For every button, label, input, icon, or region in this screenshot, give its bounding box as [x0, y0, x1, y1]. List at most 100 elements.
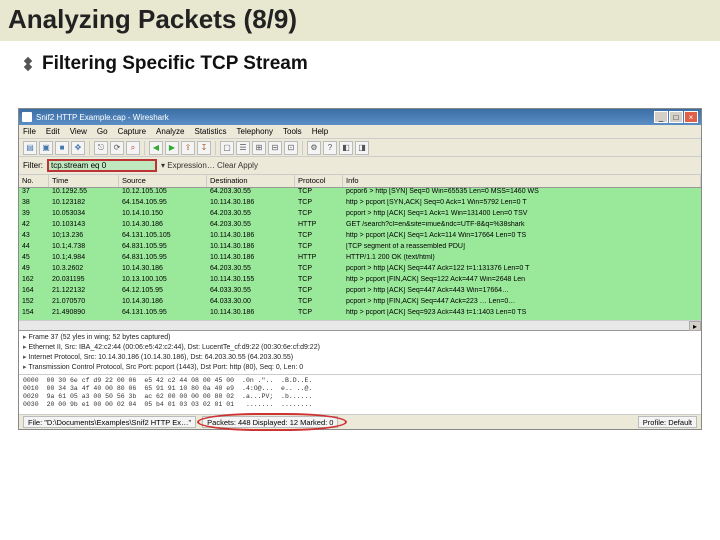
packet-list[interactable]: 3710.1292.5510.12.105.10564.203.30.55TCP… — [19, 188, 701, 320]
packet-cell: 10.114.30.186 — [207, 232, 295, 243]
packet-list-header: No. Time Source Destination Protocol Inf… — [19, 175, 701, 188]
packet-row[interactable]: 3810.12318264.154.105.9510.114.30.186TCP… — [19, 199, 701, 210]
menu-file[interactable]: File — [23, 127, 36, 136]
packet-row[interactable]: 4410.1;4.73864.831.105.9510.114.30.186TC… — [19, 243, 701, 254]
packet-cell: 10.14.30.186 — [119, 298, 207, 309]
tb-icon-18[interactable]: ◧ — [339, 141, 353, 155]
menu-tools[interactable]: Tools — [283, 127, 302, 136]
packet-row[interactable]: 4510.1;4.98464.831.105.9510.114.30.186HT… — [19, 254, 701, 265]
packet-cell: GET /search?cl=en&site=imue&ndc=UTF-8&q=… — [343, 221, 701, 232]
slide-subtitle: Filtering Specific TCP Stream — [42, 53, 308, 75]
toolbar-separator — [144, 141, 145, 155]
menu-capture[interactable]: Capture — [118, 127, 146, 136]
tb-icon-15[interactable]: ⊡ — [284, 141, 298, 155]
menu-help[interactable]: Help — [312, 127, 328, 136]
packet-cell: TCP — [295, 232, 343, 243]
packet-cell: TCP — [295, 309, 343, 320]
hex-offsets: 0000 0010 0020 0030 — [23, 377, 39, 412]
tb-icon-10[interactable]: ↧ — [197, 141, 211, 155]
scroll-right-icon[interactable]: ▸ — [689, 321, 701, 331]
packet-cell: http > pcport [SYN,ACK] Seq=0 Ack=1 Win=… — [343, 199, 701, 210]
menu-view[interactable]: View — [70, 127, 87, 136]
packet-cell: http > pcport [ACK] Seq=1 Ack=114 Win=17… — [343, 232, 701, 243]
filter-input[interactable] — [47, 159, 157, 172]
menu-go[interactable]: Go — [97, 127, 108, 136]
col-source[interactable]: Source — [119, 175, 207, 187]
packet-cell: 64.154.105.95 — [119, 199, 207, 210]
subtitle-row: Filtering Specific TCP Stream — [22, 53, 720, 75]
packet-cell: 10.3.2602 — [49, 265, 119, 276]
tb-icon-4[interactable]: ⎋ — [94, 141, 108, 155]
tb-icon-3[interactable]: ✥ — [71, 141, 85, 155]
packet-cell: 10.14.30.186 — [119, 265, 207, 276]
tb-icon-7[interactable]: ◀ — [149, 141, 163, 155]
close-button[interactable]: × — [684, 111, 698, 123]
statusbar: File: "D:\Documents\Examples\Snif2 HTTP … — [19, 414, 701, 429]
col-no[interactable]: No. — [19, 175, 49, 187]
packet-row[interactable]: 3710.1292.5510.12.105.10564.203.30.55TCP… — [19, 188, 701, 199]
tb-icon-19[interactable]: ◨ — [355, 141, 369, 155]
tb-icon-17[interactable]: ? — [323, 141, 337, 155]
packet-row[interactable]: 16220.03119510.13.100.10510.114.30.155TC… — [19, 276, 701, 287]
packet-cell: TCP — [295, 243, 343, 254]
packet-cell: 10.1292.55 — [49, 188, 119, 199]
packet-cell: pcport > http [ACK] Seq=447 Ack=122 t=1:… — [343, 265, 701, 276]
packet-cell: 49 — [19, 265, 49, 276]
packet-cell: HTTP/1.1 200 OK (text/html) — [343, 254, 701, 265]
packet-row[interactable]: 15221.07057010.14.30.18664.033.30.00TCPp… — [19, 298, 701, 309]
col-info[interactable]: Info — [343, 175, 701, 187]
packet-cell: 64.203.30.55 — [207, 221, 295, 232]
menu-telephony[interactable]: Telephony — [237, 127, 273, 136]
maximize-button[interactable]: □ — [669, 111, 683, 123]
filter-actions[interactable]: ▾ Expression… Clear Apply — [161, 161, 258, 170]
packet-row[interactable]: 3910.05303410.14.10.15064.203.30.55TCPpc… — [19, 210, 701, 221]
packet-cell: TCP — [295, 265, 343, 276]
menu-edit[interactable]: Edit — [46, 127, 60, 136]
tb-icon-14[interactable]: ⊟ — [268, 141, 282, 155]
col-destination[interactable]: Destination — [207, 175, 295, 187]
detail-frame[interactable]: Frame 37 (52 yles in wing; 52 bytes capt… — [23, 333, 697, 343]
status-profile: Profile: Default — [638, 416, 697, 428]
packet-details-pane[interactable]: Frame 37 (52 yles in wing; 52 bytes capt… — [19, 330, 701, 374]
tb-icon-12[interactable]: ☰ — [236, 141, 250, 155]
col-protocol[interactable]: Protocol — [295, 175, 343, 187]
packet-row[interactable]: 16421.12213264.12.105.9564.033.30.55TCPp… — [19, 287, 701, 298]
window-title: Snif2 HTTP Example.cap - Wireshark — [36, 113, 169, 122]
packet-cell: 42 — [19, 221, 49, 232]
hex-pane[interactable]: 0000 0010 0020 0030 00 30 6e cf d9 22 00… — [19, 374, 701, 414]
tb-icon-11[interactable]: ▢ — [220, 141, 234, 155]
tb-icon-8[interactable]: ▶ — [165, 141, 179, 155]
packet-row[interactable]: 4210.10314310.14.30.18664.203.30.55HTTPG… — [19, 221, 701, 232]
packet-row[interactable]: 4310;13.23664.131.105.10510.114.30.186TC… — [19, 232, 701, 243]
titlebar[interactable]: Snif2 HTTP Example.cap - Wireshark _ □ × — [19, 109, 701, 125]
menu-analyze[interactable]: Analyze — [156, 127, 184, 136]
tb-icon-5[interactable]: ⟳ — [110, 141, 124, 155]
minimize-button[interactable]: _ — [654, 111, 668, 123]
tb-icon-9[interactable]: ⇪ — [181, 141, 195, 155]
detail-tcp[interactable]: Transmission Control Protocol, Src Port:… — [23, 363, 697, 373]
toolbar-separator — [215, 141, 216, 155]
packet-row[interactable]: 4910.3.260210.14.30.18664.203.30.55TCPpc… — [19, 265, 701, 276]
packet-list-scrollbar[interactable]: ▸ — [19, 320, 701, 330]
tb-icon-16[interactable]: ⚙ — [307, 141, 321, 155]
packet-cell: 64.033.30.55 — [207, 287, 295, 298]
packet-cell: 43 — [19, 232, 49, 243]
tb-icon-0[interactable]: ▤ — [23, 141, 37, 155]
packet-row[interactable]: 15421.49089064.131.105.9510.114.30.186TC… — [19, 309, 701, 320]
packet-cell: 10.114.30.186 — [207, 243, 295, 254]
tb-icon-1[interactable]: ▣ — [39, 141, 53, 155]
packet-cell: 64.203.30.55 — [207, 188, 295, 199]
tb-icon-6[interactable]: ⌕ — [126, 141, 140, 155]
menu-statistics[interactable]: Statistics — [195, 127, 227, 136]
tb-icon-2[interactable]: ■ — [55, 141, 69, 155]
col-time[interactable]: Time — [49, 175, 119, 187]
status-file: File: "D:\Documents\Examples\Snif2 HTTP … — [23, 416, 196, 428]
packet-cell: 38 — [19, 199, 49, 210]
tb-icon-13[interactable]: ⊞ — [252, 141, 266, 155]
packet-cell: HTTP — [295, 254, 343, 265]
packet-cell: 10.14.10.150 — [119, 210, 207, 221]
detail-ethernet[interactable]: Ethernet II, Src: IBA_42:c2:44 (00:06:e5… — [23, 343, 697, 353]
detail-ip[interactable]: Internet Protocol, Src: 10.14.30.186 (10… — [23, 353, 697, 363]
slide-title: Analyzing Packets (8/9) — [8, 4, 710, 35]
packet-cell: 10.114.30.155 — [207, 276, 295, 287]
